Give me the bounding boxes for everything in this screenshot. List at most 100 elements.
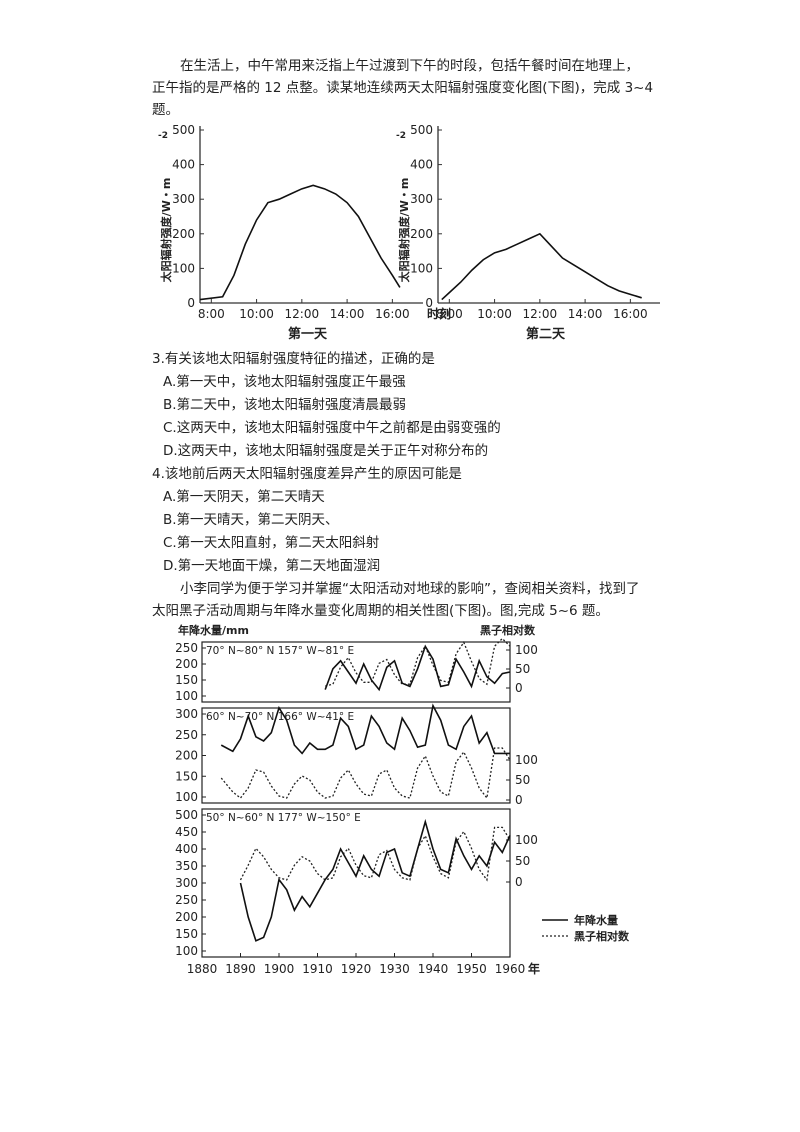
y-axis-unit-sup: -2 xyxy=(158,131,168,141)
left-tick-label: 100 xyxy=(175,944,198,958)
left-tick-label: 450 xyxy=(175,825,198,839)
right-tick-label: 50 xyxy=(515,773,530,787)
intro2-line-1: 小李同学为便于学习并掌握“太阳活动对地球的影响”，查阅相关资料，找到了 xyxy=(180,581,640,597)
y-axis-unit-sup: -2 xyxy=(396,131,406,141)
left-tick-label: 100 xyxy=(175,790,198,804)
x-tick-label: 1950 xyxy=(456,962,487,976)
panel-title: 50° N~60° N 177° W~150° E xyxy=(206,812,361,824)
question-4-option-d: D.第一天地面干燥，第二天地面湿润 xyxy=(163,558,381,574)
sunspot-line xyxy=(220,747,511,800)
panel-title: 70° N~80° N 157° W~81° E xyxy=(206,645,354,657)
x-tick-label: 1890 xyxy=(225,962,256,976)
left-tick-label: 300 xyxy=(175,876,198,890)
x-tick-label: 12:00 xyxy=(285,307,320,321)
y-axis-label: 太阳辐射强度/W・m xyxy=(159,178,173,284)
right-tick-label: 0 xyxy=(515,793,523,807)
left-tick-label: 100 xyxy=(175,689,198,703)
x-tick-label: 8:00 xyxy=(198,307,225,321)
left-tick-label: 200 xyxy=(175,657,198,671)
right-tick-label: 100 xyxy=(515,753,538,767)
panel-1: 250 200 150 100 100 50 0 70° N~80° N 157° W~81°… xyxy=(175,637,538,703)
right-tick-label: 100 xyxy=(515,833,538,847)
left-tick-label: 250 xyxy=(175,641,198,655)
precipitation-line xyxy=(239,818,511,942)
left-tick-label: 250 xyxy=(175,728,198,742)
left-tick-label: 250 xyxy=(175,893,198,907)
question-4-option-b: B.第一天晴天，第二天阴天、 xyxy=(163,512,339,528)
legend-precip-label: 年降水量 xyxy=(574,913,618,927)
intro-line-2: 正午指的是严格的 12 点整。读某地连续两天太阳辐射强度变化图(下图)，完成 3… xyxy=(152,80,654,96)
legend-sunspot-label: 黑子相对数 xyxy=(574,929,630,943)
y-tick-label: 400 xyxy=(172,158,195,172)
chart-caption: 第一天 xyxy=(288,326,328,342)
y-tick-label: 0 xyxy=(187,296,195,310)
right-tick-label: 50 xyxy=(515,854,530,868)
y-axis-label: 太阳辐射强度/W・m xyxy=(397,178,411,284)
x-tick-label: 1880 xyxy=(187,962,218,976)
y-tick-label: 200 xyxy=(410,227,433,241)
left-tick-label: 300 xyxy=(175,707,198,721)
x-tick-label: 1930 xyxy=(379,962,410,976)
right-axis-label: 黑子相对数 xyxy=(480,623,536,637)
y-tick-label: 100 xyxy=(172,261,195,275)
left-tick-label: 150 xyxy=(175,673,198,687)
y-tick-label: 100 xyxy=(410,261,433,275)
question-4: 4.该地前后两天太阳辐射强度差异产生的原因可能是 xyxy=(152,466,462,482)
x-tick-label: 10:00 xyxy=(239,307,274,321)
radiation-line xyxy=(199,184,401,301)
intro-line-1: 在生活上，中午常用来泛指上午过渡到下午的时段，包括午餐时间在地理上， xyxy=(180,58,639,74)
chart-caption: 第二天 xyxy=(526,326,566,342)
x-tick-label: 1920 xyxy=(341,962,372,976)
y-tick-label: 0 xyxy=(425,296,433,310)
day1-chart: 0 100 200 300 400 500 8:00 10:00 12:00 14:00 16:00… xyxy=(158,123,451,342)
right-tick-label: 100 xyxy=(515,643,538,657)
x-axis-label: 时刻 xyxy=(427,306,451,321)
y-tick-label: 400 xyxy=(410,158,433,172)
panel-title: 60° N~70° N 166° W~41° E xyxy=(206,711,354,723)
question-3: 3.有关该地太阳辐射强度特征的描述，正确的是 xyxy=(152,351,435,367)
x-tick-label: 12:00 xyxy=(523,307,558,321)
left-tick-label: 200 xyxy=(175,749,198,763)
intro-line-3: 题。 xyxy=(152,102,179,118)
panel-2: 300 250 200 150 100 100 50 0 60° N~70° N 166° W~… xyxy=(175,703,538,807)
left-tick-label: 150 xyxy=(175,769,198,783)
x-tick-label: 16:00 xyxy=(613,307,648,321)
x-tick-label: 14:00 xyxy=(568,307,603,321)
question-3-option-b: B.第二天中，该地太阳辐射强度清晨最弱 xyxy=(163,397,407,413)
radiation-figure: 0 100 200 300 400 500 8:00 10:00 12:00 14:00 16:00… xyxy=(158,123,660,342)
sunspot-line xyxy=(325,637,511,687)
question-4-option-a: A.第一天阴天，第二天晴天 xyxy=(163,489,325,505)
x-tick-label: 1900 xyxy=(264,962,295,976)
x-axis-unit: 年 xyxy=(528,961,540,976)
right-tick-label: 50 xyxy=(515,662,530,676)
y-tick-label: 500 xyxy=(172,123,195,137)
y-tick-label: 300 xyxy=(172,192,195,206)
sunspot-line xyxy=(239,826,511,882)
day2-chart: 0 100 200 300 400 500 8:00 10:00 12:00 14:00 16:00… xyxy=(396,123,660,342)
precipitation-line xyxy=(220,703,510,755)
x-tick-label: 8:00 xyxy=(436,307,463,321)
intro2-line-2: 太阳黑子活动周期与年降水量变化周期的相关性图(下图)。图,完成 5~6 题。 xyxy=(152,603,609,619)
question-3-option-c: C.这两天中，该地太阳辐射强度中午之前都是由弱变强的 xyxy=(163,420,501,436)
x-tick-label: 16:00 xyxy=(375,307,410,321)
right-tick-label: 0 xyxy=(515,875,523,889)
x-tick-label: 1960 xyxy=(495,962,526,976)
y-tick-label: 200 xyxy=(172,227,195,241)
y-tick-label: 500 xyxy=(410,123,433,137)
x-tick-label: 1940 xyxy=(418,962,449,976)
question-3-option-a: A.第一天中，该地太阳辐射强度正午最强 xyxy=(163,374,406,390)
x-tick-label: 1910 xyxy=(302,962,333,976)
left-tick-label: 350 xyxy=(175,859,198,873)
radiation-line xyxy=(441,232,642,301)
x-tick-label: 14:00 xyxy=(330,307,365,321)
y-tick-label: 300 xyxy=(410,192,433,206)
left-tick-label: 150 xyxy=(175,927,198,941)
left-axis-label: 年降水量/mm xyxy=(178,623,249,637)
left-tick-label: 500 xyxy=(175,808,198,822)
left-tick-label: 200 xyxy=(175,910,198,924)
panel-frame xyxy=(201,808,511,958)
question-3-option-d: D.这两天中，该地太阳辐射强度是关于正午对称分布的 xyxy=(163,443,489,459)
right-tick-label: 0 xyxy=(515,681,523,695)
